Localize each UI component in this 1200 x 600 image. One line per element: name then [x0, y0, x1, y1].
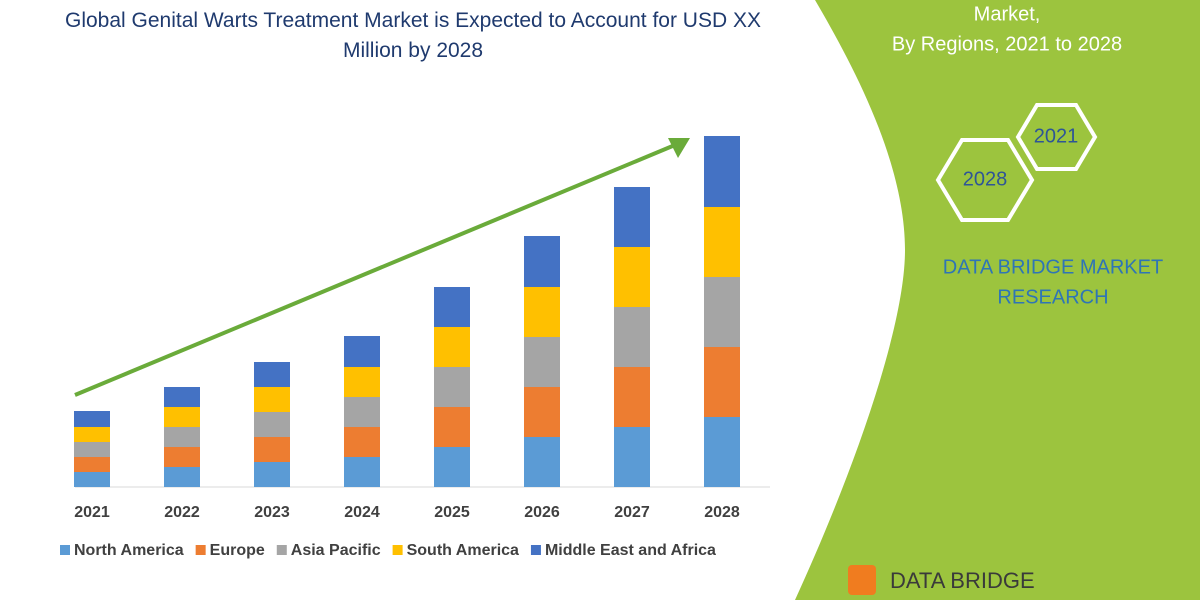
bar-segment [344, 397, 380, 427]
bar-segment [74, 427, 110, 442]
legend-swatch [60, 545, 70, 555]
hexagon [1015, 103, 1098, 171]
brand-text: RESEARCH [997, 286, 1108, 308]
bar-segment [344, 367, 380, 397]
legend-label: Asia Pacific [291, 542, 381, 559]
hexagon [935, 138, 1035, 222]
bar-segment [704, 277, 740, 347]
legend-swatch [530, 545, 541, 555]
x-tick-label: 2023 [254, 504, 290, 521]
bar-segment [254, 387, 290, 412]
x-tick-label: 2022 [164, 504, 200, 521]
legend-swatch [392, 545, 403, 555]
bar-segment [434, 327, 470, 367]
bar-segment [344, 457, 380, 487]
x-tick-label: 2025 [434, 504, 470, 521]
side-panel-bg [795, 0, 1200, 600]
bar-segment [254, 362, 290, 387]
bar-segment [434, 367, 470, 407]
x-tick-label: 2027 [614, 504, 650, 521]
bar-segment [164, 427, 200, 447]
x-tick-label: 2028 [704, 504, 740, 521]
bar-segment [524, 236, 560, 287]
bar-segment [524, 337, 560, 387]
bar-segment [74, 472, 110, 487]
panel-subtitle: By Regions, 2021 to 2028 [892, 33, 1122, 55]
bar-segment [704, 417, 740, 487]
legend-label: North America [74, 542, 184, 559]
bar-segment [704, 136, 740, 207]
bar-segment [614, 307, 650, 367]
bar-segment [164, 387, 200, 407]
trend-arrow [74, 143, 676, 397]
legend-swatch [195, 545, 206, 555]
x-tick-label: 2026 [524, 504, 560, 521]
bar-segment [74, 442, 110, 457]
x-tick-label: 2021 [74, 504, 110, 521]
bar-segment [74, 457, 110, 472]
bar-segment [254, 412, 290, 437]
bar-segment [434, 407, 470, 447]
bar-segment [344, 427, 380, 457]
logo-mark [848, 565, 876, 595]
bar-segment [704, 207, 740, 277]
bar-segment [434, 447, 470, 487]
chart-title: Global Genital Warts Treatment Market is… [64, 9, 761, 62]
legend-label: Europe [210, 542, 265, 559]
brand-text: DATA BRIDGE MARKET [943, 256, 1163, 278]
legend-label: Middle East and Africa [545, 542, 716, 559]
bar-segment [164, 467, 200, 487]
bar-segment [74, 411, 110, 427]
bar-segment [524, 437, 560, 487]
x-tick-label: 2024 [344, 504, 380, 521]
bar-segment [614, 367, 650, 427]
logo-text: DATA BRIDGE [890, 568, 1035, 593]
bar-segment [254, 462, 290, 487]
bar-segment [524, 387, 560, 437]
bar-segment [164, 407, 200, 427]
bar-segment [614, 247, 650, 307]
bar-segment [614, 427, 650, 487]
bar-segment [524, 287, 560, 337]
bar-segment [704, 347, 740, 417]
bar-segment [254, 437, 290, 462]
bar-segment [614, 187, 650, 247]
hexagon-label: 2021 [1034, 125, 1079, 147]
legend-label: South America [407, 542, 519, 559]
bar-segment [344, 336, 380, 367]
trend-arrowhead [668, 138, 690, 158]
legend-swatch [276, 545, 287, 555]
bar-segment [434, 287, 470, 327]
hexagon-label: 2028 [963, 168, 1008, 190]
bar-segment [164, 447, 200, 467]
panel-subtitle: Market, [974, 3, 1041, 25]
